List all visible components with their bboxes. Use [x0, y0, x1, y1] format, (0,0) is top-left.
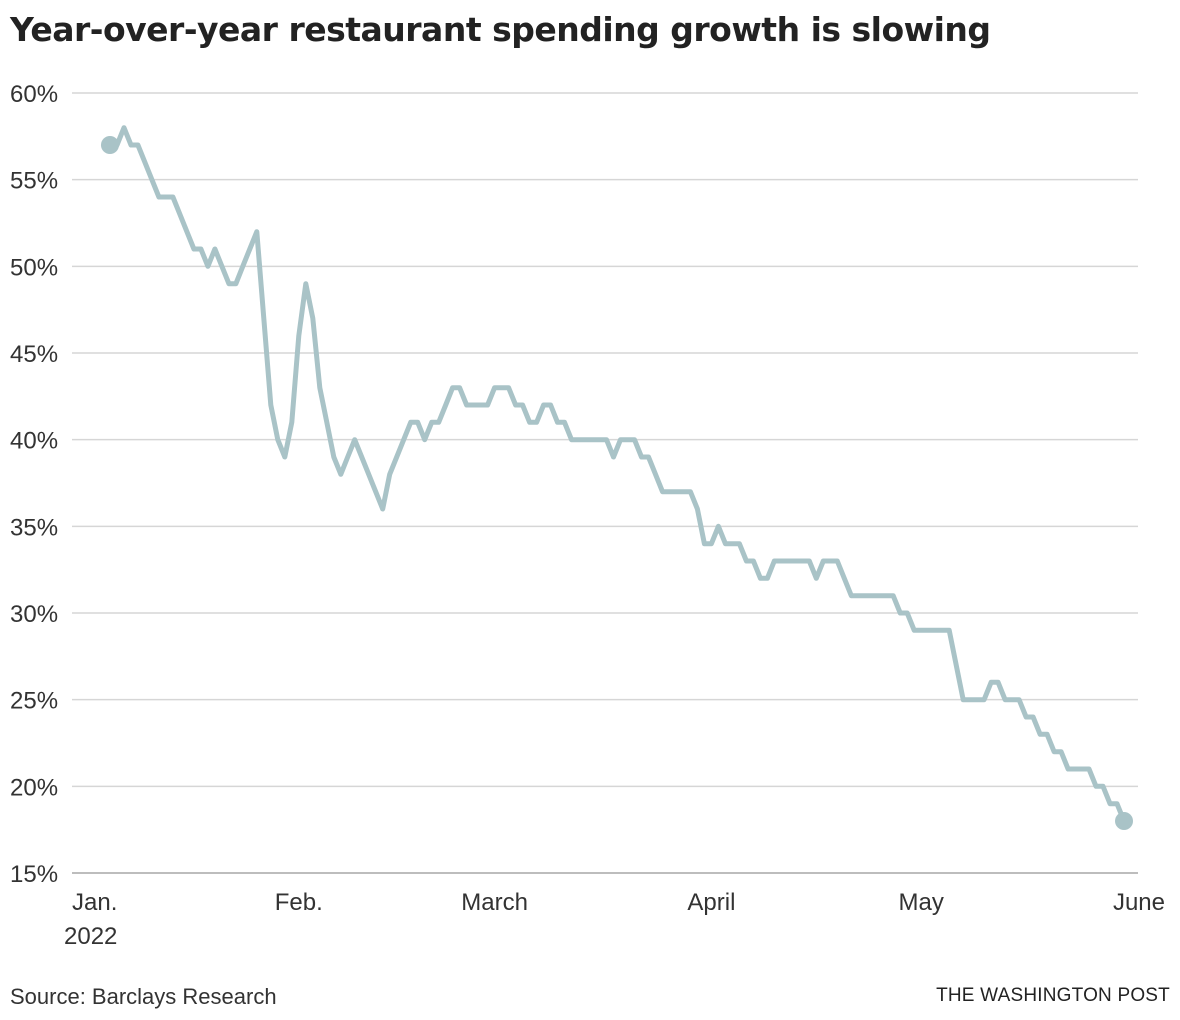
- chart-title: Year-over-year restaurant spending growt…: [10, 10, 991, 49]
- y-axis-ticks: 15% 20% 25% 30% 35% 40% 45% 50% 55% 60%: [10, 81, 58, 888]
- line-chart: 15% 20% 25% 30% 35% 40% 45% 50% 55% 60% Jan. 2022 F…: [10, 81, 1165, 950]
- series-line: [107, 125, 1127, 824]
- x-axis-ticks: Jan. 2022 Feb. March April May June: [64, 889, 1165, 950]
- x-tick-label: June: [1113, 889, 1165, 916]
- x-tick-label: Feb.: [275, 889, 323, 916]
- x-tick-label: March: [461, 889, 528, 916]
- y-tick-label: 45%: [10, 341, 58, 368]
- y-tick-label: 30%: [10, 601, 58, 628]
- x-tick-label: May: [899, 889, 944, 916]
- y-tick-label: 40%: [10, 428, 58, 455]
- y-tick-label: 50%: [10, 254, 58, 281]
- x-tick-sublabel: 2022: [64, 923, 117, 950]
- y-tick-label: 60%: [10, 81, 58, 108]
- y-tick-label: 25%: [10, 688, 58, 715]
- y-tick-label: 20%: [10, 774, 58, 801]
- x-tick-label: Jan.: [72, 889, 117, 916]
- end-point-marker: [1115, 812, 1134, 830]
- start-point-marker: [100, 136, 119, 154]
- source-note: Source: Barclays Research: [10, 984, 277, 1009]
- series-layer: [107, 125, 1127, 824]
- endpoint-markers: [100, 136, 1134, 830]
- y-tick-label: 15%: [10, 861, 58, 888]
- x-tick-label: April: [687, 889, 735, 916]
- y-tick-label: 35%: [10, 514, 58, 541]
- gridlines: [72, 92, 1138, 874]
- publisher-credit: THE WASHINGTON POST: [936, 985, 1170, 1006]
- y-tick-label: 55%: [10, 168, 58, 195]
